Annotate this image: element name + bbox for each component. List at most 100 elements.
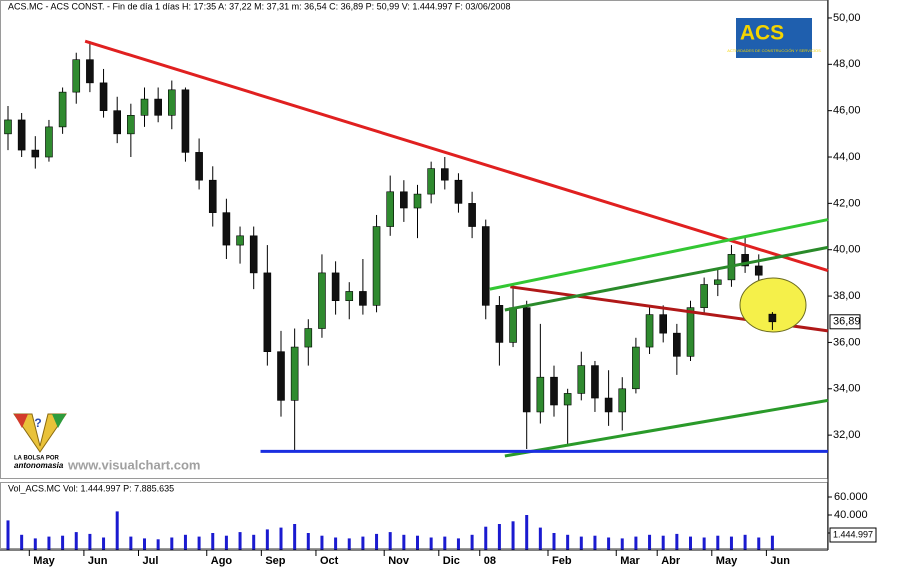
trendline [84, 39, 829, 273]
volume-bar [347, 538, 351, 550]
x-tick-label: Abr [661, 555, 681, 567]
volume-bar [525, 515, 529, 550]
y-tick-label: 46,00 [833, 105, 861, 117]
volume-last-box [829, 527, 877, 543]
candle-body [536, 376, 545, 413]
candle-body [140, 98, 149, 116]
candle-body [673, 332, 681, 357]
y-tick-label: 32,00 [833, 429, 861, 441]
last-price-label: 36,89 [833, 316, 861, 328]
x-tick-label: Feb [552, 555, 572, 567]
volume-bar [143, 538, 146, 550]
y-tick-label: 48,00 [833, 58, 861, 70]
volume-bar [61, 535, 65, 550]
volume-bar [538, 527, 542, 550]
logo-question: ? [34, 416, 41, 430]
candle-body [440, 168, 449, 181]
visualchart-logo: ? LA BOLSA POR antonomasia www.visualcha… [13, 413, 200, 472]
logo-subtitle: ACTIVIDADES DE CONSTRUCCIÓN Y SERVICIOS [727, 48, 821, 53]
candle-body [632, 346, 640, 390]
volume-bar [689, 536, 692, 550]
candle-body [509, 307, 517, 343]
volume-bar [634, 536, 638, 550]
candle-body [495, 305, 504, 343]
candle-body [768, 313, 777, 323]
volume-bar [183, 534, 187, 550]
x-tick-label: Oct [320, 555, 339, 567]
candle-body [659, 314, 668, 334]
candle-body [400, 191, 408, 209]
volume-bar [197, 536, 201, 550]
volume-bar [716, 535, 720, 550]
candle-body [481, 226, 490, 306]
volume-bar [265, 529, 269, 550]
logo-red [14, 414, 28, 428]
candle-body [58, 91, 67, 128]
candle-body [618, 388, 627, 413]
candle-body [468, 203, 476, 227]
volume-bar [402, 534, 406, 550]
candle-body [604, 397, 613, 413]
candle-body [168, 89, 176, 116]
logo-line2: antonomasia [14, 461, 64, 470]
volume-bar [320, 535, 324, 550]
volume-tick-label: 60.000 [834, 491, 868, 503]
logo-green [52, 414, 66, 428]
candle-body [181, 89, 190, 153]
volume-bar [648, 534, 652, 550]
volume-bar [593, 535, 597, 550]
volume-last-label: 1.444.997 [833, 529, 873, 539]
volume-bar [102, 537, 106, 550]
volume-bar [511, 521, 515, 550]
x-tick-label: Jul [143, 555, 159, 567]
volume-bar [375, 533, 379, 550]
volume-bar [20, 534, 24, 550]
volume-bar [74, 532, 78, 550]
candle-body [577, 365, 586, 394]
candle-body [127, 115, 135, 135]
y-tick-label: 44,00 [833, 151, 861, 163]
candle-body [277, 351, 285, 401]
candle-body [591, 365, 599, 399]
volume-bar [33, 538, 37, 550]
volume-bar [661, 535, 665, 550]
volume-bar [224, 535, 228, 550]
volume-bar [620, 538, 624, 550]
volume-bar [456, 538, 460, 550]
volume-bar [334, 537, 338, 550]
candle-body [713, 279, 722, 285]
volume-bar [757, 537, 761, 550]
volume-bar [361, 536, 365, 550]
volume-bar [129, 536, 133, 550]
candle-body [249, 235, 258, 274]
candle-body [154, 98, 162, 116]
candle-body [290, 346, 299, 401]
candle-body [17, 119, 26, 151]
y-tick-label: 36,00 [833, 336, 861, 348]
volume-bar [702, 537, 706, 550]
x-tick-label: May [716, 555, 738, 567]
candle-body [550, 376, 558, 406]
volume-tick-label: 40.000 [834, 509, 868, 521]
trendline [504, 398, 829, 458]
volume-bar [497, 524, 501, 550]
volume-bar [770, 535, 774, 550]
x-tick-label: Dic [443, 555, 460, 567]
volume-bar [238, 532, 242, 550]
volume-bar [88, 533, 92, 550]
volume-bar [47, 536, 51, 550]
candle-body [263, 272, 272, 352]
x-tick-label: Sep [265, 555, 285, 567]
volume-bar [156, 539, 160, 550]
candle-body [522, 307, 531, 413]
volume-bar [429, 537, 433, 550]
volume-bar [211, 533, 215, 550]
logo-box [736, 18, 812, 58]
candle-body [359, 291, 367, 306]
trendline [504, 245, 829, 312]
volume-bar [252, 534, 256, 550]
candle-body [427, 168, 435, 195]
volume-bar [6, 520, 10, 550]
